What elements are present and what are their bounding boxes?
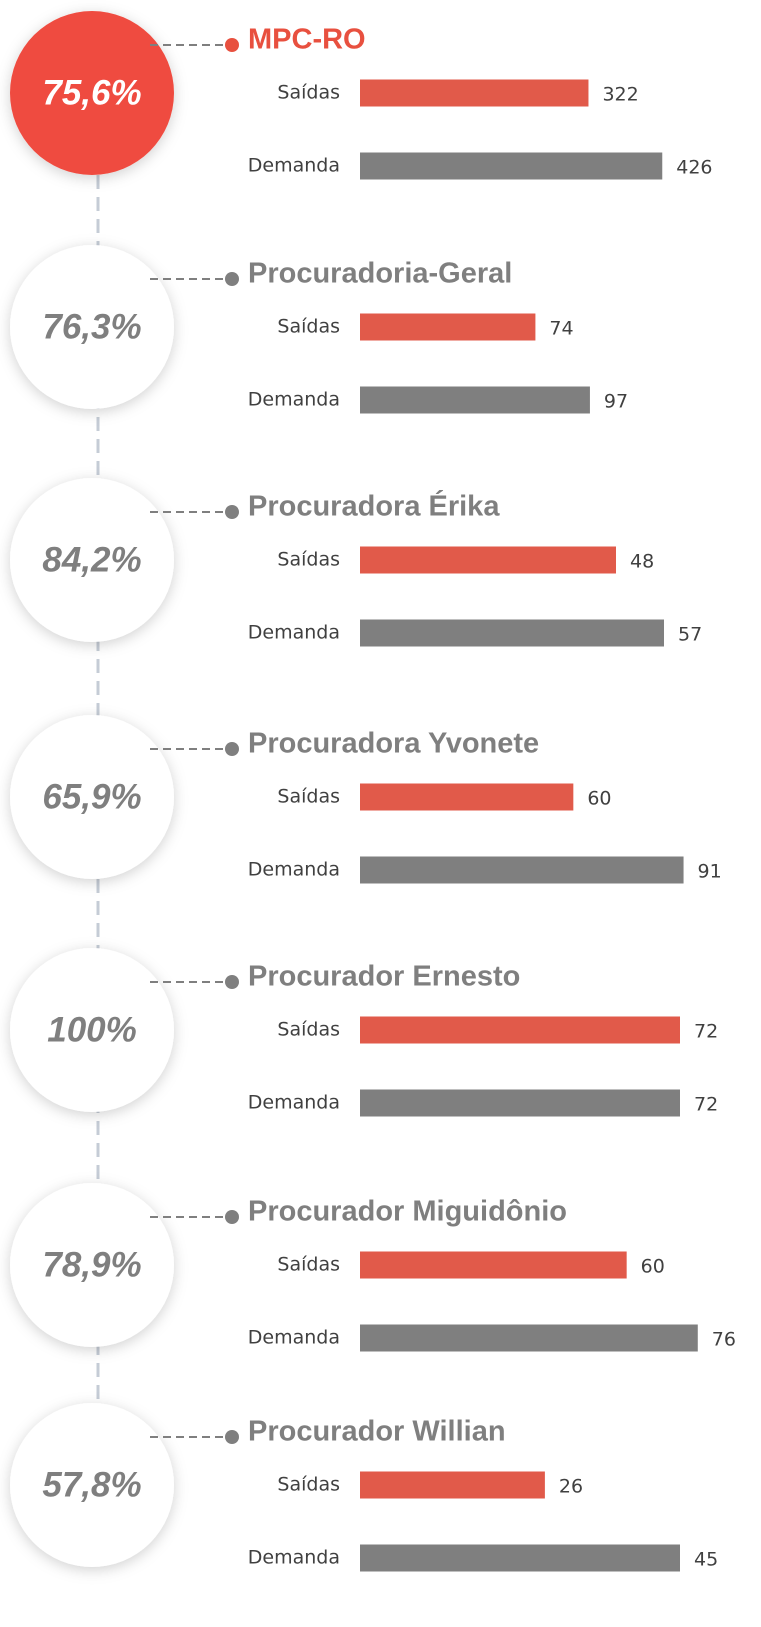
value-label: 57 xyxy=(678,624,702,646)
value-label: 91 xyxy=(698,861,722,883)
value-label: 76 xyxy=(712,1329,736,1351)
value-label: 97 xyxy=(604,391,628,413)
rate-circle xyxy=(10,1403,174,1567)
bar xyxy=(360,1251,627,1279)
connector-dot xyxy=(225,1430,239,1444)
rate-label: 78,9% xyxy=(42,1245,141,1284)
rate-circle xyxy=(10,1183,174,1347)
bar xyxy=(360,1089,680,1117)
group-title: Procuradora Érika xyxy=(248,489,500,523)
connector-dot xyxy=(225,742,239,756)
category-label: Saídas xyxy=(277,1474,340,1496)
value-label: 48 xyxy=(630,551,654,573)
bar xyxy=(360,386,590,414)
category-label: Saídas xyxy=(277,1254,340,1276)
rate-circle xyxy=(10,245,174,409)
bar xyxy=(360,546,616,574)
bar xyxy=(360,313,536,341)
group-title: MPC-RO xyxy=(248,24,366,56)
bar xyxy=(360,1324,698,1352)
rate-label: 65,9% xyxy=(42,777,141,816)
group-title: Procuradoria-Geral xyxy=(248,258,512,290)
rate-label: 75,6% xyxy=(42,73,141,112)
category-label: Demanda xyxy=(248,1547,340,1569)
bar xyxy=(360,152,663,180)
bar xyxy=(360,856,684,884)
category-label: Saídas xyxy=(277,1019,340,1041)
value-label: 72 xyxy=(694,1021,718,1043)
category-label: Demanda xyxy=(248,389,340,411)
value-label: 45 xyxy=(694,1549,718,1571)
value-label: 26 xyxy=(559,1476,583,1498)
rate-circle xyxy=(10,715,174,879)
category-label: Demanda xyxy=(248,155,340,177)
connector-dot xyxy=(225,272,239,286)
value-label: 72 xyxy=(694,1094,718,1116)
bar xyxy=(360,783,574,811)
rate-circle xyxy=(10,948,174,1112)
connector-dot xyxy=(225,38,239,52)
value-label: 60 xyxy=(587,788,611,810)
bar xyxy=(360,1016,680,1044)
value-label: 74 xyxy=(549,318,573,340)
connector-dot xyxy=(225,975,239,989)
value-label: 322 xyxy=(602,84,638,106)
connector-dot xyxy=(225,1210,239,1224)
category-label: Demanda xyxy=(248,622,340,644)
value-label: 426 xyxy=(676,157,712,179)
bar xyxy=(360,1471,545,1499)
category-label: Saídas xyxy=(277,549,340,571)
value-label: 60 xyxy=(641,1256,665,1278)
rate-label: 84,2% xyxy=(42,540,141,579)
group-title: Procurador Miguidônio xyxy=(248,1196,567,1228)
category-label: Demanda xyxy=(248,1092,340,1114)
category-label: Saídas xyxy=(277,316,340,338)
group-title: Procuradora Yvonete xyxy=(248,728,539,760)
rate-label: 100% xyxy=(47,1010,137,1049)
group-title: Procurador Willian xyxy=(248,1416,506,1448)
category-label: Saídas xyxy=(277,82,340,104)
bar xyxy=(360,79,589,107)
bar xyxy=(360,1544,680,1572)
category-label: Demanda xyxy=(248,1327,340,1349)
category-label: Demanda xyxy=(248,859,340,881)
rate-circle xyxy=(10,11,174,175)
rate-label: 76,3% xyxy=(42,307,141,346)
group-title: Procurador Ernesto xyxy=(248,961,520,993)
connector-dot xyxy=(225,505,239,519)
bar xyxy=(360,619,664,647)
rate-label: 57,8% xyxy=(42,1465,141,1504)
rate-circle xyxy=(10,478,174,642)
category-label: Saídas xyxy=(277,786,340,808)
